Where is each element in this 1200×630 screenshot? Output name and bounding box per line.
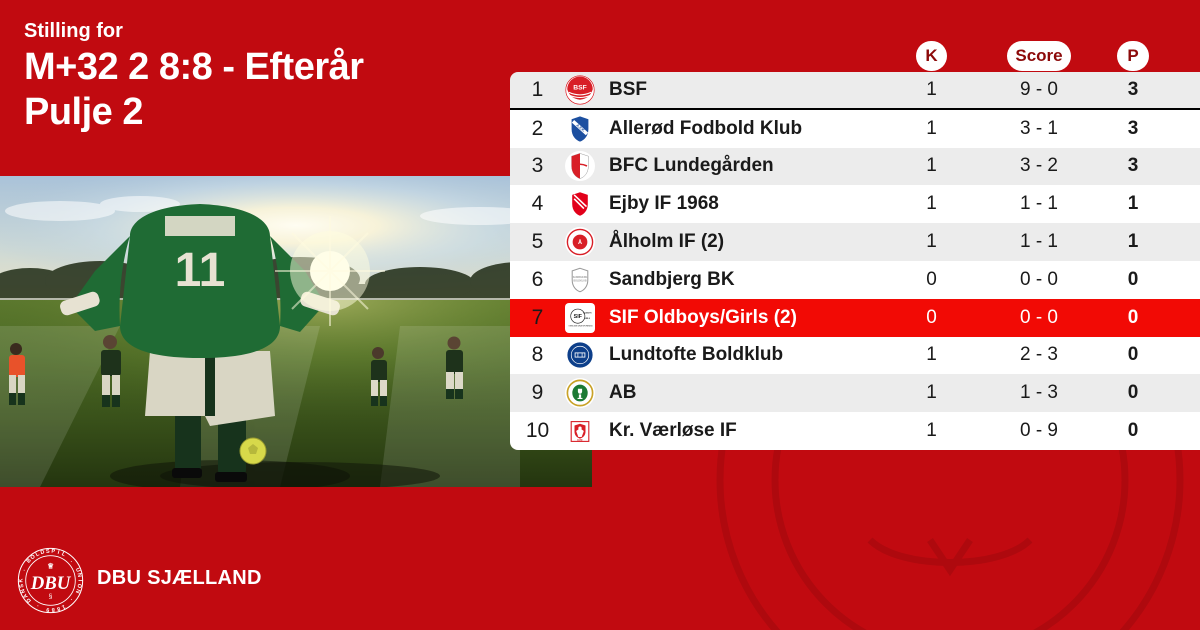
svg-text:§: §: [49, 593, 53, 600]
svg-text:♕: ♕: [47, 561, 54, 570]
svg-text:11: 11: [175, 244, 226, 297]
svg-text:SIF: SIF: [573, 314, 582, 320]
svg-text:8: 8: [51, 606, 55, 612]
svg-text:Å: Å: [578, 239, 582, 246]
svg-text:DBU: DBU: [30, 573, 72, 594]
svg-text:BOLDKLUB: BOLDKLUB: [573, 280, 586, 282]
svg-text:9: 9: [46, 606, 50, 612]
svg-text:K: K: [19, 578, 25, 582]
svg-text:OLDBOYS: OLDBOYS: [582, 313, 591, 315]
svg-text:BSF: BSF: [573, 84, 587, 91]
svg-text:SANDBJERG: SANDBJERG: [573, 276, 588, 279]
svg-text:KVIF: KVIF: [577, 438, 583, 441]
svg-text:GIRLS: GIRLS: [584, 318, 590, 320]
